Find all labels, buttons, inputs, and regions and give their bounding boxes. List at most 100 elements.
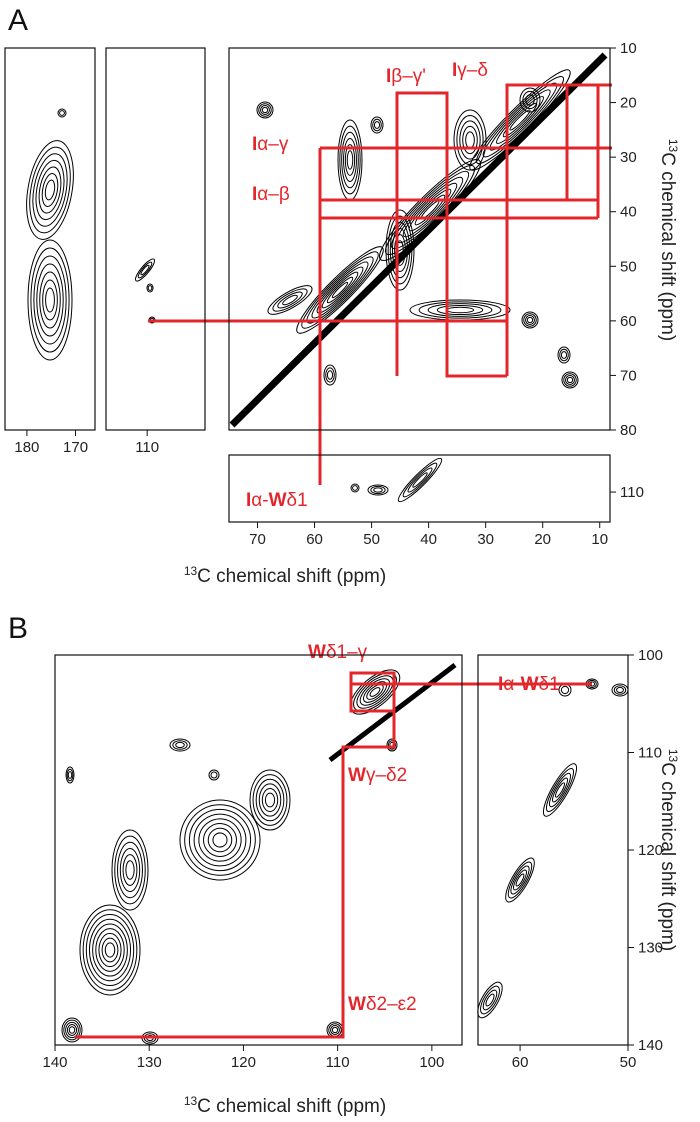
contour xyxy=(198,818,242,862)
contour xyxy=(563,373,577,387)
atoms: γ–δ xyxy=(457,60,488,81)
contour xyxy=(147,285,153,291)
y-tick-label: 140 xyxy=(638,1037,663,1054)
contour xyxy=(316,266,364,314)
label-text: C chemical shift (ppm) xyxy=(657,762,678,951)
contour xyxy=(38,166,62,214)
x-tick-label: 110 xyxy=(135,439,159,456)
contour xyxy=(272,288,308,312)
contour xyxy=(296,246,384,334)
y-tick-label: 60 xyxy=(620,313,637,330)
contour xyxy=(311,261,369,319)
contour xyxy=(88,918,132,982)
residue: W xyxy=(521,674,539,695)
annotation: Iα-Wδ1 xyxy=(246,490,308,511)
contour xyxy=(387,215,413,285)
contour xyxy=(111,829,149,911)
contour xyxy=(350,483,360,493)
contour xyxy=(61,1017,83,1043)
contour xyxy=(545,767,575,813)
contour xyxy=(59,110,65,116)
x-tick-label: 110 xyxy=(326,1054,350,1071)
contour xyxy=(35,159,65,221)
contour xyxy=(323,364,337,386)
assignment-line xyxy=(395,91,507,378)
contour xyxy=(82,909,138,991)
x-tick-label: 60 xyxy=(512,1054,529,1071)
contour xyxy=(330,1025,340,1035)
x-tick-label: 170 xyxy=(63,439,88,456)
contour xyxy=(65,1021,79,1039)
contour xyxy=(122,854,138,886)
contour xyxy=(402,462,438,498)
atoms: α–γ xyxy=(257,134,289,155)
panel-label: A xyxy=(8,4,28,37)
contour xyxy=(137,261,153,279)
contour xyxy=(367,484,389,496)
contour xyxy=(557,346,571,364)
contour xyxy=(554,782,566,798)
contour xyxy=(349,669,401,715)
contour xyxy=(119,847,141,893)
contour xyxy=(489,89,551,151)
x-tick-label: 50 xyxy=(363,531,380,548)
contour xyxy=(68,1026,76,1034)
contour xyxy=(409,299,511,321)
y-tick-label: 30 xyxy=(620,149,637,166)
contour xyxy=(261,106,269,114)
atoms: β–γ' xyxy=(391,66,426,87)
plot-frame xyxy=(4,47,96,431)
contour xyxy=(372,118,382,132)
contour xyxy=(114,835,146,905)
contour xyxy=(496,96,544,144)
contour xyxy=(384,164,476,256)
contour xyxy=(67,771,73,779)
y-tick-label: 70 xyxy=(620,367,637,384)
contour xyxy=(255,778,285,822)
contour xyxy=(208,769,220,781)
contour xyxy=(41,173,59,207)
contour xyxy=(560,351,568,359)
sup: 13 xyxy=(666,139,680,153)
annotation: Wδ2–ε2 xyxy=(348,994,417,1015)
contour xyxy=(117,841,143,899)
contour xyxy=(561,371,579,389)
contour xyxy=(389,221,411,279)
contour xyxy=(453,109,487,171)
contour xyxy=(418,301,502,319)
panel-label: B xyxy=(8,612,28,645)
plot-frame xyxy=(105,47,206,431)
contour xyxy=(485,993,495,1007)
y-tick-label: 110 xyxy=(620,484,644,501)
contour xyxy=(27,239,73,361)
label-text: C chemical shift (ppm) xyxy=(197,566,386,587)
x-axis-label: 13C chemical shift (ppm) xyxy=(184,1094,386,1117)
contour xyxy=(559,348,569,362)
contour xyxy=(207,827,233,853)
contour xyxy=(510,865,530,895)
y-tick-label: 10 xyxy=(620,40,637,57)
x-tick-label: 10 xyxy=(591,531,608,548)
residue: I xyxy=(252,134,257,155)
contour xyxy=(370,485,386,495)
contour xyxy=(566,376,574,384)
contour xyxy=(507,861,533,899)
contour xyxy=(369,687,381,697)
contour xyxy=(101,937,119,963)
contour xyxy=(482,989,498,1011)
contour xyxy=(394,234,406,266)
annotation: Iβ–γ' xyxy=(386,66,426,87)
contour xyxy=(436,304,484,316)
contour xyxy=(134,258,156,282)
assignment-line xyxy=(505,83,612,376)
sup: 13 xyxy=(184,564,198,578)
contour xyxy=(391,227,409,273)
contour xyxy=(386,738,398,752)
contour xyxy=(477,981,503,1019)
contour xyxy=(385,209,415,291)
residue: I xyxy=(452,60,457,81)
contour xyxy=(92,923,128,977)
contour xyxy=(326,276,354,304)
x-tick-label: 140 xyxy=(42,1054,67,1071)
contour xyxy=(616,686,624,694)
